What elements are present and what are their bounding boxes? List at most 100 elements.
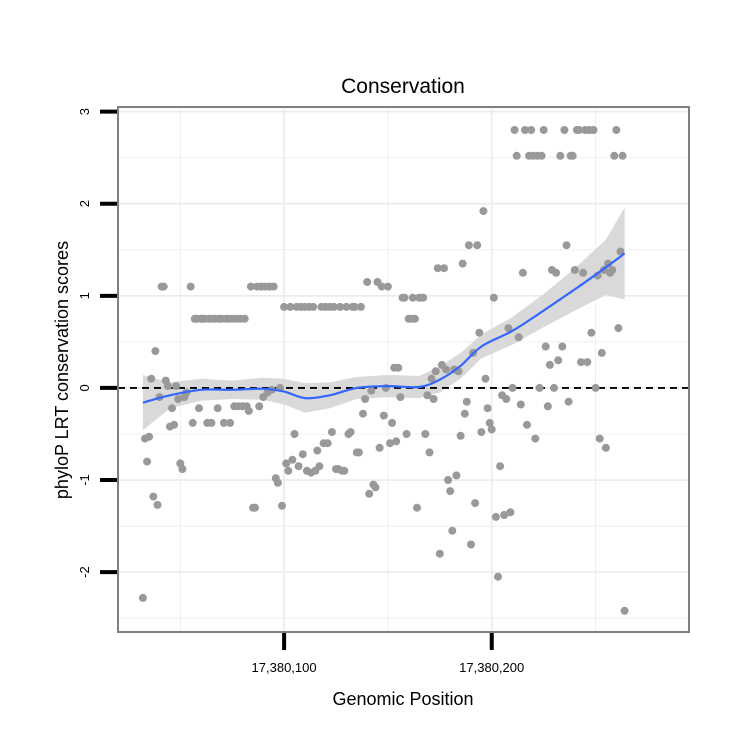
data-point-182 xyxy=(518,268,527,277)
data-point-136 xyxy=(423,391,432,400)
smooth-line xyxy=(142,252,626,404)
data-point-32 xyxy=(207,418,216,427)
data-point-145 xyxy=(442,365,451,374)
y-axis-label: phyloP LRT conservation scores xyxy=(52,241,72,499)
data-point-230 xyxy=(618,151,627,160)
data-point-51 xyxy=(246,282,255,291)
x-axis-ticks: 17,380,100 17,380,200 xyxy=(252,633,524,675)
data-point-173 xyxy=(500,511,509,519)
data-point-19 xyxy=(178,465,187,473)
data-point-105 xyxy=(359,409,367,418)
data-point-66 xyxy=(278,501,286,510)
data-point-207 xyxy=(570,266,579,274)
data-point-190 xyxy=(535,383,544,392)
data-point-184 xyxy=(523,420,531,429)
data-point-113 xyxy=(375,443,384,452)
data-point-4 xyxy=(147,374,156,383)
data-point-76 xyxy=(298,450,307,459)
data-point-202 xyxy=(560,126,569,134)
data-points xyxy=(138,126,629,615)
y-tick-label-5: 3 xyxy=(77,108,92,115)
data-point-122 xyxy=(394,363,403,372)
data-point-62 xyxy=(269,282,278,291)
data-point-217 xyxy=(591,383,600,392)
y-tick-label-0: -2 xyxy=(77,566,92,578)
data-point-69 xyxy=(284,466,293,475)
data-point-215 xyxy=(587,328,596,337)
data-point-55 xyxy=(255,402,264,411)
data-point-71 xyxy=(288,455,297,464)
data-point-180 xyxy=(514,333,523,342)
data-point-177 xyxy=(508,383,517,392)
data-point-200 xyxy=(556,151,565,160)
data-point-148 xyxy=(448,526,457,535)
data-point-125 xyxy=(400,293,409,302)
data-point-137 xyxy=(425,448,434,457)
data-point-70 xyxy=(286,302,295,311)
data-point-130 xyxy=(410,314,419,323)
data-point-166 xyxy=(485,418,494,427)
data-point-35 xyxy=(213,404,222,413)
data-point-144 xyxy=(440,264,448,273)
data-point-74 xyxy=(294,462,303,471)
y-tick-label-2: 0 xyxy=(77,384,92,391)
data-point-117 xyxy=(383,282,392,291)
data-point-164 xyxy=(481,374,490,383)
data-point-153 xyxy=(458,259,467,268)
data-point-161 xyxy=(475,328,484,337)
data-point-226 xyxy=(610,151,619,160)
data-point-114 xyxy=(377,282,386,291)
data-point-106 xyxy=(361,395,370,403)
data-point-160 xyxy=(473,241,482,250)
data-point-22 xyxy=(186,282,195,291)
data-point-154 xyxy=(460,409,469,418)
data-point-186 xyxy=(527,126,536,134)
data-point-104 xyxy=(356,302,365,311)
data-point-129 xyxy=(408,293,417,302)
data-point-41 xyxy=(226,418,235,427)
data-point-26 xyxy=(195,404,203,413)
data-point-163 xyxy=(479,207,488,216)
data-point-206 xyxy=(568,151,577,160)
data-point-194 xyxy=(543,402,552,411)
data-point-197 xyxy=(550,383,558,392)
data-point-181 xyxy=(516,400,525,409)
data-point-84 xyxy=(315,462,324,471)
data-point-210 xyxy=(577,358,585,367)
data-point-152 xyxy=(456,431,465,440)
y-tick-label-4: 2 xyxy=(77,200,92,207)
y-axis-ticks: -2 -1 0 1 2 3 xyxy=(77,108,117,578)
data-point-88 xyxy=(323,439,332,448)
data-point-38 xyxy=(219,418,228,427)
data-point-231 xyxy=(620,606,629,615)
data-point-5 xyxy=(149,492,158,501)
data-point-101 xyxy=(350,302,359,311)
data-point-17 xyxy=(174,395,183,403)
data-point-119 xyxy=(388,418,397,427)
data-point-220 xyxy=(597,348,606,357)
data-point-91 xyxy=(329,302,338,311)
data-point-199 xyxy=(554,356,563,365)
data-point-169 xyxy=(491,512,500,521)
data-point-146 xyxy=(444,476,453,484)
data-point-171 xyxy=(496,462,505,471)
data-point-53 xyxy=(251,503,259,512)
data-point-229 xyxy=(616,247,625,256)
data-point-192 xyxy=(539,126,548,134)
data-point-142 xyxy=(435,549,444,558)
data-point-170 xyxy=(494,572,502,581)
data-point-174 xyxy=(502,395,511,403)
smooth-line-group xyxy=(142,252,626,404)
data-point-123 xyxy=(396,393,405,402)
data-point-10 xyxy=(159,282,168,291)
data-point-209 xyxy=(575,126,583,134)
y-tick-label-3: 1 xyxy=(77,292,92,299)
data-point-165 xyxy=(483,404,492,413)
x-tick-label-0: 17,380,100 xyxy=(252,660,317,675)
data-point-219 xyxy=(595,434,604,443)
grid-lines xyxy=(118,107,689,632)
data-point-228 xyxy=(614,324,623,333)
data-point-96 xyxy=(340,466,349,475)
